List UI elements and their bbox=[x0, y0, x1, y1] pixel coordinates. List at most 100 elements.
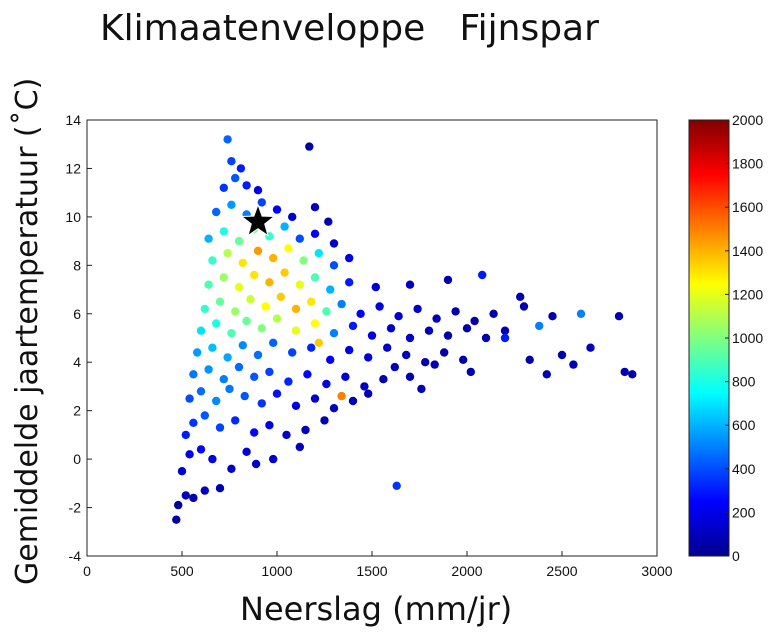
colorbar-tick-label: 2000 bbox=[732, 112, 763, 128]
data-point bbox=[367, 331, 377, 340]
data-point bbox=[356, 309, 365, 318]
data-point bbox=[379, 375, 388, 384]
data-point bbox=[402, 350, 411, 360]
colorbar-tick-label: 1800 bbox=[732, 156, 763, 172]
data-point bbox=[200, 486, 209, 495]
colorbar-tick-label: 1000 bbox=[732, 330, 763, 346]
data-point bbox=[269, 253, 278, 263]
data-point bbox=[227, 329, 236, 338]
data-point bbox=[250, 270, 259, 280]
x-tick-label: 1500 bbox=[356, 563, 387, 579]
data-point bbox=[405, 333, 415, 343]
data-point bbox=[234, 282, 244, 292]
data-point bbox=[576, 309, 586, 318]
colorbar-tick-label: 1600 bbox=[732, 199, 763, 215]
y-tick-label: 2 bbox=[73, 403, 81, 419]
data-point bbox=[265, 421, 274, 430]
data-point bbox=[200, 304, 209, 314]
data-point bbox=[295, 280, 304, 289]
data-point bbox=[348, 396, 358, 406]
data-point bbox=[291, 304, 301, 314]
data-point bbox=[212, 396, 221, 406]
points-layer bbox=[172, 135, 637, 524]
x-tick-label: 2500 bbox=[546, 563, 577, 579]
data-point bbox=[324, 217, 333, 226]
data-point bbox=[269, 454, 278, 464]
colorbar-tick-label: 1200 bbox=[732, 286, 763, 302]
data-point bbox=[451, 307, 460, 316]
data-point bbox=[470, 316, 479, 326]
data-point bbox=[172, 515, 181, 524]
data-point bbox=[489, 309, 498, 318]
data-point bbox=[253, 186, 263, 195]
data-point bbox=[261, 302, 270, 311]
data-point bbox=[189, 493, 198, 503]
data-point bbox=[196, 387, 206, 396]
data-point bbox=[337, 391, 346, 401]
colorbar-tick-label: 0 bbox=[732, 548, 740, 564]
data-point bbox=[185, 450, 194, 459]
data-point bbox=[462, 324, 472, 333]
data-point bbox=[329, 239, 339, 248]
data-point bbox=[329, 261, 339, 270]
data-point bbox=[535, 321, 544, 331]
data-point bbox=[364, 353, 373, 362]
data-point bbox=[620, 367, 629, 377]
data-point bbox=[269, 338, 278, 347]
data-point bbox=[291, 401, 301, 410]
data-point bbox=[307, 297, 316, 306]
data-point bbox=[234, 362, 244, 372]
data-point bbox=[215, 297, 225, 306]
data-point bbox=[238, 341, 247, 350]
data-point bbox=[310, 229, 320, 238]
data-point bbox=[177, 467, 187, 476]
data-point bbox=[413, 304, 422, 314]
data-point bbox=[310, 394, 320, 403]
data-point bbox=[193, 348, 202, 357]
data-point bbox=[280, 268, 289, 277]
data-point bbox=[432, 314, 441, 323]
data-point bbox=[185, 394, 194, 403]
data-point bbox=[424, 326, 434, 335]
x-tick-label: 500 bbox=[170, 563, 194, 579]
data-point bbox=[392, 481, 401, 490]
data-point bbox=[542, 370, 551, 379]
data-point bbox=[500, 326, 510, 335]
data-point bbox=[345, 278, 354, 287]
data-point bbox=[478, 270, 487, 280]
data-point bbox=[196, 445, 206, 454]
data-point bbox=[303, 370, 312, 379]
data-point bbox=[337, 299, 346, 309]
star-marker bbox=[240, 203, 276, 237]
data-point bbox=[189, 370, 198, 379]
colorbar-tick-label: 600 bbox=[732, 417, 756, 433]
data-point bbox=[231, 173, 240, 183]
data-point bbox=[466, 367, 475, 377]
data-point bbox=[265, 278, 274, 287]
x-tick-label: 2000 bbox=[451, 563, 482, 579]
data-point bbox=[196, 326, 206, 335]
data-point bbox=[329, 329, 339, 338]
data-point bbox=[284, 377, 293, 386]
data-point bbox=[234, 236, 244, 246]
data-point bbox=[525, 355, 534, 364]
data-point bbox=[208, 343, 217, 352]
data-point bbox=[320, 416, 329, 425]
data-point bbox=[326, 285, 335, 294]
data-point bbox=[200, 411, 209, 420]
data-point bbox=[253, 246, 263, 255]
data-point bbox=[219, 273, 228, 282]
data-point bbox=[322, 307, 331, 316]
data-point bbox=[519, 302, 529, 311]
data-point bbox=[326, 355, 335, 364]
data-point bbox=[314, 338, 323, 347]
y-axis: -4 -2 0 2 4 6 8 10 12 14 bbox=[65, 112, 92, 564]
data-point bbox=[242, 316, 251, 326]
colorbar-tick-label: 1400 bbox=[732, 243, 763, 259]
x-tick-label: 1000 bbox=[261, 563, 292, 579]
data-point bbox=[282, 430, 291, 440]
data-point bbox=[288, 212, 297, 222]
data-point bbox=[430, 360, 439, 369]
data-point bbox=[345, 253, 354, 263]
